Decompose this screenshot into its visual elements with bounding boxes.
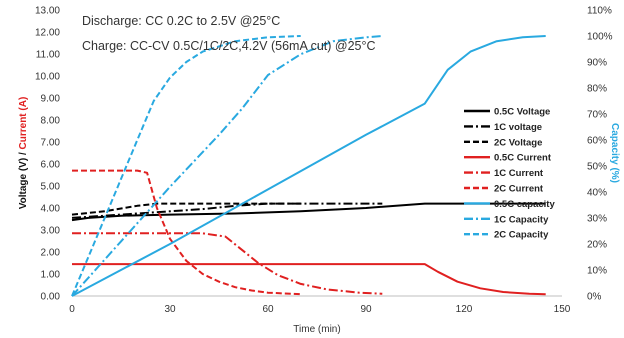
y-right-tick-label: 100%	[587, 32, 613, 43]
y-left-tick-label: 2.00	[41, 248, 61, 259]
y-left-tick-label: 4.00	[41, 204, 61, 215]
y-left-tick-label: 3.00	[41, 226, 61, 237]
annotation-discharge: Discharge: CC 0.2C to 2.5V @25°C	[82, 14, 280, 28]
series-line	[71, 35, 301, 297]
legend-label: 2C Voltage	[494, 137, 542, 148]
legend: 0.5C Voltage 1C voltage 2C Voltage 0.5C Cur…	[464, 107, 555, 241]
y-left-axis-title: Voltage (V) / Current (A)	[18, 97, 29, 210]
y-left-tick-label: 0.00	[41, 292, 61, 303]
x-tick-label: 0	[69, 304, 75, 315]
legend-label: 2C Capacity	[494, 230, 549, 241]
legend-label: 2C Current	[494, 184, 544, 195]
y-right-tick-label: 60%	[587, 136, 607, 147]
y-left-tick-label: 5.00	[41, 182, 61, 193]
y-left-axis-title-voltage: Voltage (V) /	[18, 149, 29, 209]
y-left-tick-label: 7.00	[41, 138, 61, 149]
y-left-tick-label: 13.00	[35, 6, 60, 17]
legend-label: 1C voltage	[494, 122, 542, 133]
series-line	[71, 202, 301, 216]
y-left-tick-label: 12.00	[35, 28, 60, 39]
x-axis-title: Time (min)	[293, 324, 340, 335]
y-left-tick-label: 8.00	[41, 116, 61, 127]
plot-area	[71, 35, 546, 297]
legend-label: 1C Current	[494, 168, 544, 179]
y-right-tick-label: 20%	[587, 240, 607, 251]
legend-label: 1C Capacity	[494, 214, 549, 225]
y-left-axis-title-current: Current (A)	[18, 97, 29, 150]
y-right-tick-label: 70%	[587, 110, 607, 121]
y-right-tick-label: 90%	[587, 58, 607, 69]
y-left-tick-label: 9.00	[41, 94, 61, 105]
series-line	[72, 232, 383, 295]
legend-label: 0.5C Current	[494, 153, 552, 164]
y-left-tick-label: 1.00	[41, 270, 61, 281]
series-line	[71, 35, 546, 297]
series-line	[72, 169, 301, 296]
y-right-tick-label: 50%	[587, 162, 607, 173]
y-left-tick-label: 6.00	[41, 160, 61, 171]
series-line	[71, 35, 383, 297]
series-line	[72, 263, 546, 296]
series-line	[71, 202, 383, 219]
y-right-tick-label: 30%	[587, 214, 607, 225]
legend-label: 0.5C capacity	[494, 199, 555, 210]
x-tick-label: 60	[262, 304, 274, 315]
y-right-tick-label: 40%	[587, 188, 607, 199]
axes: 0.00 1.00 2.00 3.00 4.00 5.00 6.00 7.00 8.00 9.00…	[18, 6, 620, 336]
y-left-tick-label: 11.00	[36, 50, 61, 61]
x-tick-label: 120	[456, 304, 473, 315]
y-right-tick-label: 10%	[587, 266, 607, 277]
x-tick-label: 150	[554, 304, 571, 315]
annotation-charge: Charge: CC-CV 0.5C/1C/2C,4.2V (56mA cut)…	[82, 39, 376, 53]
y-right-axis-title: Capacity (%)	[609, 123, 620, 183]
y-right-tick-label: 110%	[587, 6, 612, 17]
x-tick-label: 90	[360, 304, 372, 315]
legend-label: 0.5C Voltage	[494, 107, 550, 118]
x-tick-label: 30	[164, 304, 176, 315]
y-left-tick-label: 10.00	[35, 72, 60, 83]
y-right-tick-label: 80%	[587, 84, 607, 95]
y-right-tick-label: 0%	[587, 292, 602, 303]
annotations: Discharge: CC 0.2C to 2.5V @25°C Charge: …	[82, 14, 376, 53]
